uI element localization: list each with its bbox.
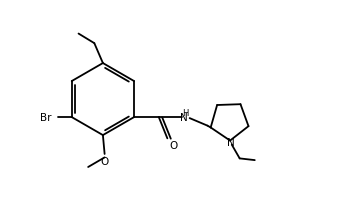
Text: O: O (100, 156, 109, 166)
Text: Br: Br (40, 112, 51, 123)
Text: N: N (227, 138, 235, 147)
Text: O: O (169, 140, 178, 150)
Text: H: H (182, 109, 188, 118)
Text: N: N (180, 112, 187, 123)
